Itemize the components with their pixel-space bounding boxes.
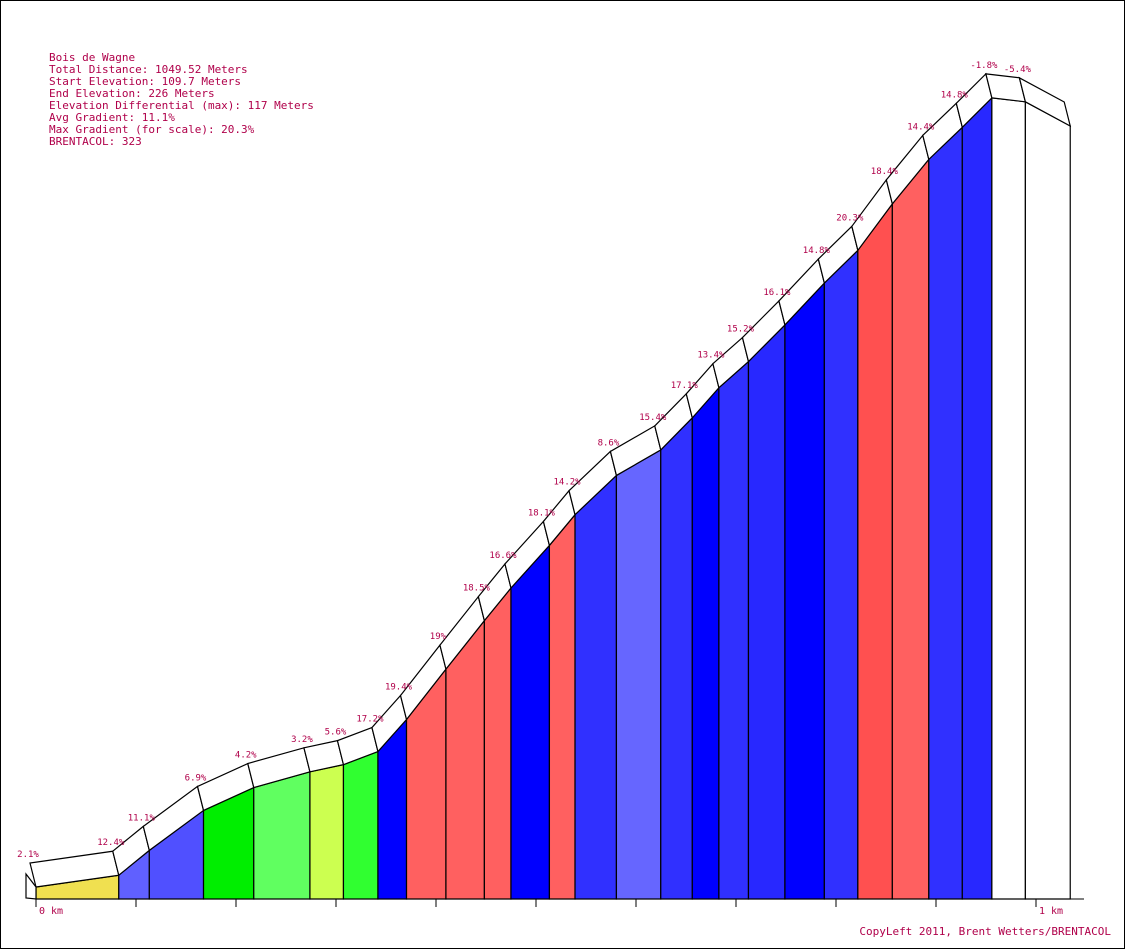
profile-segment-21: [857, 202, 893, 900]
gradient-label-19: 16.1%: [763, 288, 791, 298]
gradient-label-8: 19.4%: [385, 682, 413, 692]
total-distance: Total Distance: 1049.52 Meters: [49, 63, 248, 76]
gradient-label-25: -1.8%: [970, 61, 998, 71]
gradient-label-21: 20.3%: [836, 213, 864, 223]
profile-segment-13: [574, 474, 618, 900]
gradient-label-1: 12.4%: [97, 838, 125, 848]
profile-segment-5: [309, 763, 345, 900]
profile-segment-20: [823, 248, 859, 900]
gradient-label-4: 4.2%: [235, 751, 257, 761]
profile-segment-11: [510, 543, 551, 900]
gradient-labels: 2.1% 12.4% 11.1% 6.9% 4.2% 3.2% 5.6% 17.2% 19.4%…: [17, 61, 1031, 860]
profile-segment-17: [718, 360, 750, 900]
distance-axis: 0 km 1 km: [35, 898, 1084, 917]
info-block: Bois de Wagne Total Distance: 1049.52 Me…: [49, 51, 314, 148]
gradient-label-7: 17.2%: [356, 715, 384, 725]
gradient-label-23: 14.4%: [907, 122, 935, 132]
copyright-credit: CopyLeft 2011, Brent Wetters/BRENTACOL: [859, 925, 1111, 938]
gradient-label-18: 15.2%: [727, 325, 755, 335]
gradient-label-2: 11.1%: [128, 813, 156, 823]
gradient-label-15: 15.4%: [639, 413, 667, 423]
axis-label-end: 1 km: [1039, 906, 1063, 917]
profile-segment-22: [891, 157, 930, 900]
gradient-label-3: 6.9%: [185, 773, 207, 783]
end-elevation: End Elevation: 226 Meters: [49, 87, 215, 100]
gradient-label-13: 14.2%: [553, 478, 581, 488]
gradient-label-12: 18.1%: [528, 508, 556, 518]
profile-segment-26: [1024, 100, 1071, 900]
avg-gradient: Avg Gradient: 11.1%: [49, 111, 175, 124]
profile-segment-14: [615, 448, 662, 900]
profile-segment-6: [342, 750, 379, 900]
profile-segment-18: [747, 323, 786, 900]
gradient-label-22: 18.4%: [871, 167, 899, 177]
profile-segment-15: [660, 416, 693, 900]
gradient-label-9: 19%: [430, 632, 447, 642]
gradient-label-0: 2.1%: [17, 850, 39, 860]
profile-segment-4: [253, 771, 311, 900]
brentacol-score: BRENTACOL: 323: [49, 135, 142, 148]
gradient-label-20: 14.8%: [803, 246, 831, 256]
axis-label-start: 0 km: [39, 906, 63, 917]
start-elevation: Start Elevation: 109.7 Meters: [49, 75, 241, 88]
gradient-label-16: 17.1%: [671, 381, 699, 391]
gradient-label-5: 3.2%: [291, 735, 313, 745]
profile-segment-16: [691, 386, 720, 900]
route-name: Bois de Wagne: [49, 51, 135, 64]
gradient-label-11: 16.6%: [489, 551, 517, 561]
max-gradient: Max Gradient (for scale): 20.3%: [49, 123, 255, 136]
gradient-label-6: 5.6%: [325, 728, 347, 738]
elevation-differential: Elevation Differential (max): 117 Meters: [49, 99, 314, 112]
profile-segment-10: [483, 586, 512, 900]
gradient-label-14: 8.6%: [598, 438, 620, 448]
gradient-label-17: 13.4%: [697, 351, 725, 361]
profile-3d-top: [25, 72, 1072, 900]
profile-segment-24: [961, 96, 993, 900]
gradient-label-26: -5.4%: [1004, 65, 1032, 75]
profile-top-26: [1018, 76, 1072, 128]
gradient-label-10: 18.5%: [463, 584, 491, 594]
profile-segment-25: [991, 97, 1026, 900]
gradient-label-24: 14.8%: [941, 90, 969, 100]
profile-segment-23: [928, 125, 963, 900]
profile-segment-12: [548, 513, 576, 900]
profile-segment-19: [784, 281, 825, 900]
